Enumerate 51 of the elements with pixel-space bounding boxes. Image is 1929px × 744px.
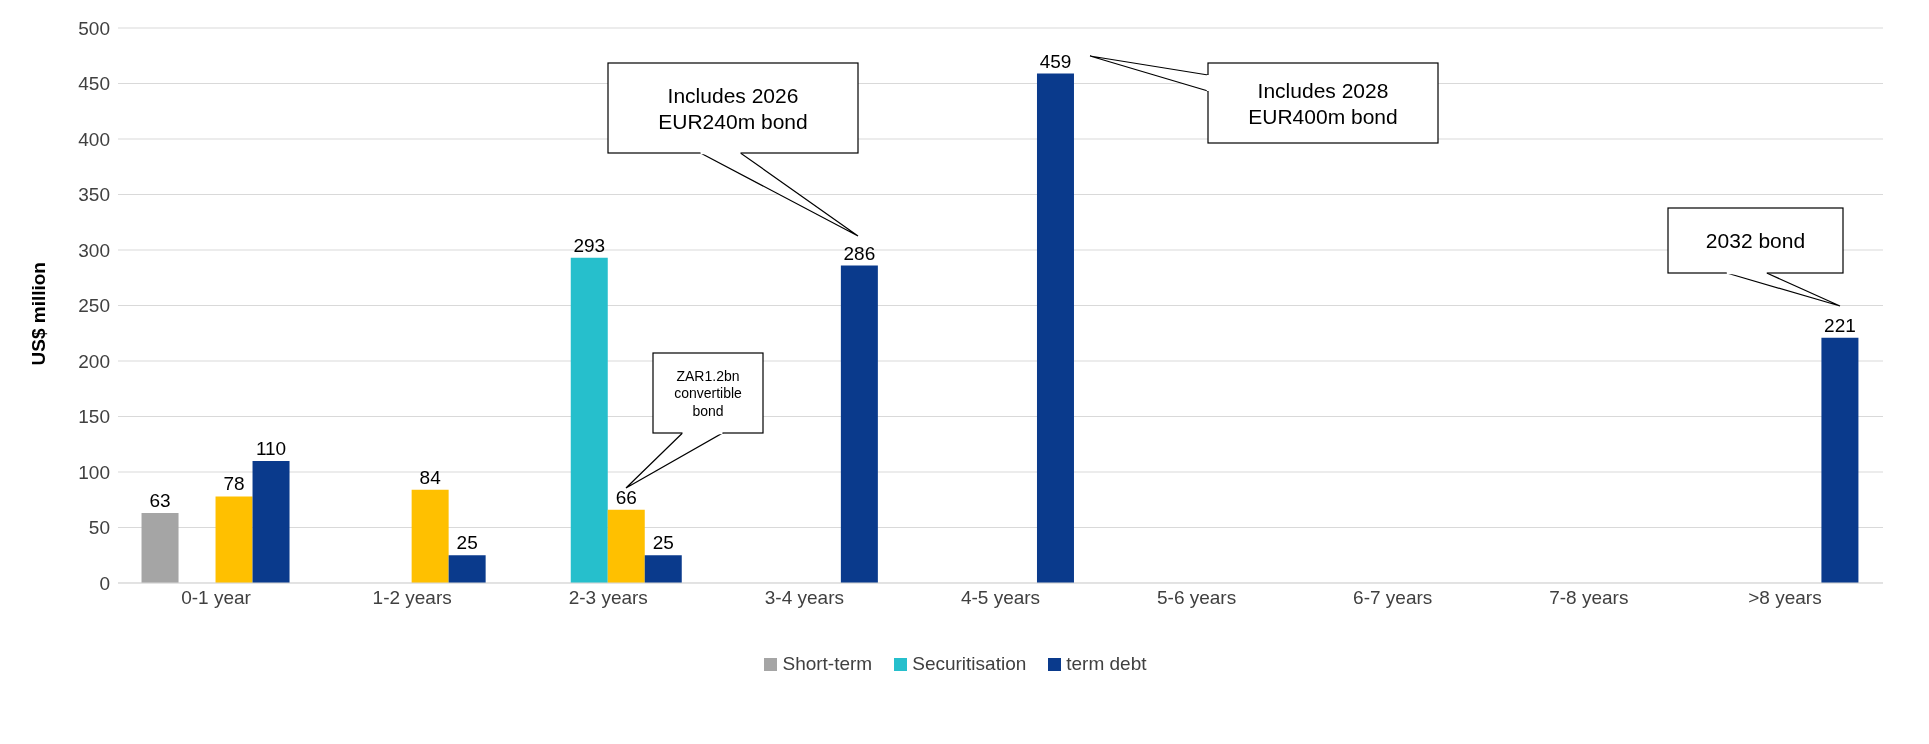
x-tick-label: 6-7 years — [1353, 587, 1433, 609]
annotation: Includes 2028 EUR400m bond — [1248, 78, 1398, 128]
x-tick-label: 0-1 year — [181, 587, 252, 609]
data-label: 25 — [456, 532, 478, 554]
legend-label: term debt — [1065, 653, 1147, 675]
y-tick-label: 400 — [78, 128, 110, 150]
bar — [215, 496, 253, 583]
y-tick-label: 350 — [78, 184, 110, 206]
data-label: 221 — [1824, 314, 1856, 336]
y-tick-label: 100 — [78, 461, 110, 483]
bar — [644, 555, 682, 583]
callout-box: ZAR1.2bn convertible bond — [625, 352, 764, 489]
x-tick-label: 4-5 years — [960, 587, 1041, 609]
x-tick-label: 3-4 years — [764, 587, 844, 609]
data-label: 66 — [615, 486, 637, 508]
y-axis-title: US$ million — [27, 262, 49, 366]
x-tick-label: 7-8 years — [1549, 587, 1629, 609]
bar — [411, 489, 449, 583]
bar — [1036, 73, 1074, 583]
y-tick-label: 250 — [78, 295, 110, 317]
bar — [1821, 337, 1859, 583]
bar — [448, 555, 486, 583]
bar — [252, 460, 290, 583]
y-tick-label: 450 — [78, 73, 110, 95]
x-tick-label: >8 years — [1748, 587, 1822, 609]
data-label: 286 — [843, 242, 876, 264]
data-label: 63 — [149, 490, 171, 512]
data-label: 110 — [255, 437, 287, 459]
bar — [141, 513, 179, 583]
data-label: 78 — [223, 473, 245, 495]
annotation: 2032 bond — [1705, 229, 1806, 253]
y-tick-label: 300 — [78, 239, 110, 261]
legend-label: Securitisation — [911, 653, 1027, 675]
y-tick-label: 200 — [78, 350, 110, 372]
x-tick-label: 2-3 years — [568, 587, 648, 609]
bar — [607, 509, 645, 583]
x-tick-label: 1-2 years — [372, 587, 452, 609]
bar — [840, 265, 878, 583]
data-label: 25 — [652, 532, 674, 554]
y-tick-label: 50 — [88, 517, 110, 539]
x-tick-label: 5-6 years — [1157, 587, 1237, 609]
y-tick-label: 0 — [99, 572, 110, 594]
legend-label: Short-term — [781, 653, 873, 675]
annotation: Includes 2026 EUR240m bond — [658, 83, 808, 133]
y-tick-label: 150 — [78, 406, 110, 428]
data-label: 459 — [1039, 50, 1072, 72]
data-label: 84 — [419, 466, 442, 488]
data-label: 293 — [573, 234, 606, 256]
bar — [570, 257, 608, 583]
annotation: ZAR1.2bn convertible bond — [674, 367, 743, 419]
y-tick-label: 500 — [78, 17, 110, 39]
